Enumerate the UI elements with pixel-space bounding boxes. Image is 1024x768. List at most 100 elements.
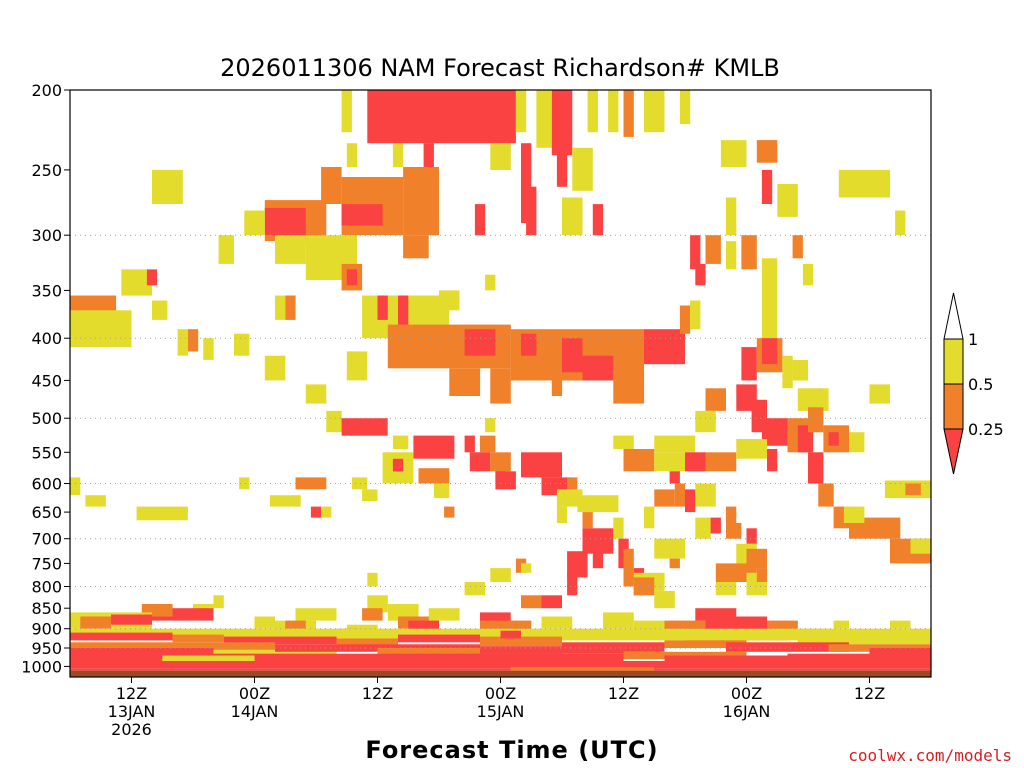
cell-red <box>690 235 701 270</box>
cell-yellow <box>367 595 388 613</box>
cell-orange <box>756 140 778 163</box>
cell-red <box>500 630 521 639</box>
cell-orange <box>726 523 742 539</box>
cell-red <box>669 471 680 484</box>
cell-orange <box>623 449 655 472</box>
cell-yellow <box>85 495 106 507</box>
cell-yellow <box>736 439 768 459</box>
cell-red <box>582 355 614 381</box>
cell-yellow <box>695 410 716 433</box>
cell-yellow <box>654 452 686 472</box>
cell-orange <box>705 388 726 411</box>
credit-text[interactable]: coolwx.com/models <box>848 746 1012 765</box>
cell-orange <box>910 553 931 564</box>
y-tick-label: 950 <box>31 639 62 658</box>
cell-yellow <box>802 263 814 286</box>
cell-red <box>644 329 685 365</box>
cell-red <box>70 653 624 661</box>
cell-orange <box>490 368 511 404</box>
cell-red <box>592 204 604 236</box>
x-tick-label: 16JAN <box>723 702 771 721</box>
cell-yellow <box>572 147 593 191</box>
cell-yellow <box>490 568 511 582</box>
cell-orange <box>582 512 593 529</box>
cell-red <box>341 418 388 436</box>
cell-orange <box>490 452 511 472</box>
cell-yellow <box>392 143 404 168</box>
cell-yellow <box>654 538 686 559</box>
cell-yellow <box>608 90 619 133</box>
cell-yellow <box>654 590 675 609</box>
cell-orange <box>623 548 634 587</box>
cell-yellow <box>833 620 849 629</box>
data-cells <box>70 90 932 671</box>
cell-yellow <box>613 517 624 539</box>
cell-red <box>367 90 516 144</box>
y-axis: 200 250 300 350 400 450 500 550 600 650 700 750 800 8… <box>21 81 70 676</box>
cell-orange <box>679 305 691 334</box>
cell-orange <box>654 489 675 507</box>
cell-yellow <box>895 210 906 236</box>
cell-orange <box>510 667 655 671</box>
cell-yellow <box>556 506 568 523</box>
cell-orange <box>377 648 562 656</box>
cell-orange <box>172 634 224 643</box>
cell-red <box>413 435 455 459</box>
y-tick-label: 700 <box>31 530 62 549</box>
cell-yellow <box>797 388 829 411</box>
cell-yellow <box>70 310 132 348</box>
cell-red <box>392 458 404 472</box>
cell-yellow <box>152 169 183 204</box>
cell-red <box>474 204 486 236</box>
cell-orange <box>746 548 767 569</box>
cell-yellow <box>275 295 286 320</box>
cell-orange <box>480 435 496 453</box>
cell-yellow <box>275 235 306 264</box>
cell-orange <box>551 372 563 396</box>
x-tick-label: 00Z <box>239 684 270 703</box>
cell-yellow <box>715 582 737 596</box>
legend-top-arrow <box>943 292 964 340</box>
cell-yellow <box>439 290 460 311</box>
cell-yellow <box>264 355 286 381</box>
cell-red <box>746 528 757 544</box>
cell-yellow <box>346 143 358 168</box>
cell-red <box>541 595 562 609</box>
cell-red <box>869 648 931 658</box>
cell-yellow <box>464 582 486 596</box>
cell-yellow <box>515 90 527 133</box>
cell-yellow <box>797 636 932 645</box>
y-tick-label: 250 <box>31 161 62 180</box>
cell-red <box>341 204 383 226</box>
cell-yellow <box>577 495 619 513</box>
cell-yellow <box>679 90 691 125</box>
cell-yellow <box>367 572 378 587</box>
x-tick-label: 14JAN <box>231 702 279 721</box>
cell-yellow <box>177 329 188 356</box>
cell-orange <box>480 636 562 647</box>
cell-orange <box>444 506 455 518</box>
cell-orange <box>633 577 655 596</box>
legend-label: 0.5 <box>968 375 993 394</box>
y-tick-label: 400 <box>31 329 62 348</box>
cell-yellow <box>244 210 265 236</box>
cell-red <box>695 263 706 286</box>
x-tick-label: 12Z <box>362 684 393 703</box>
cell-red <box>70 632 173 641</box>
cell-orange <box>792 235 803 259</box>
cell-red <box>761 338 778 365</box>
cell-yellow <box>521 563 532 573</box>
cell-red <box>767 449 778 472</box>
cell-red <box>592 543 604 569</box>
cell-yellow <box>234 333 250 356</box>
ground-surface <box>70 670 931 677</box>
y-tick-label: 800 <box>31 578 62 597</box>
cell-red <box>70 648 214 656</box>
cell-yellow <box>792 360 808 381</box>
cell-orange <box>362 608 383 621</box>
legend-bin-orange <box>943 383 964 430</box>
cell-red <box>521 333 537 356</box>
cell-red <box>551 90 573 156</box>
cell-red <box>423 143 434 168</box>
